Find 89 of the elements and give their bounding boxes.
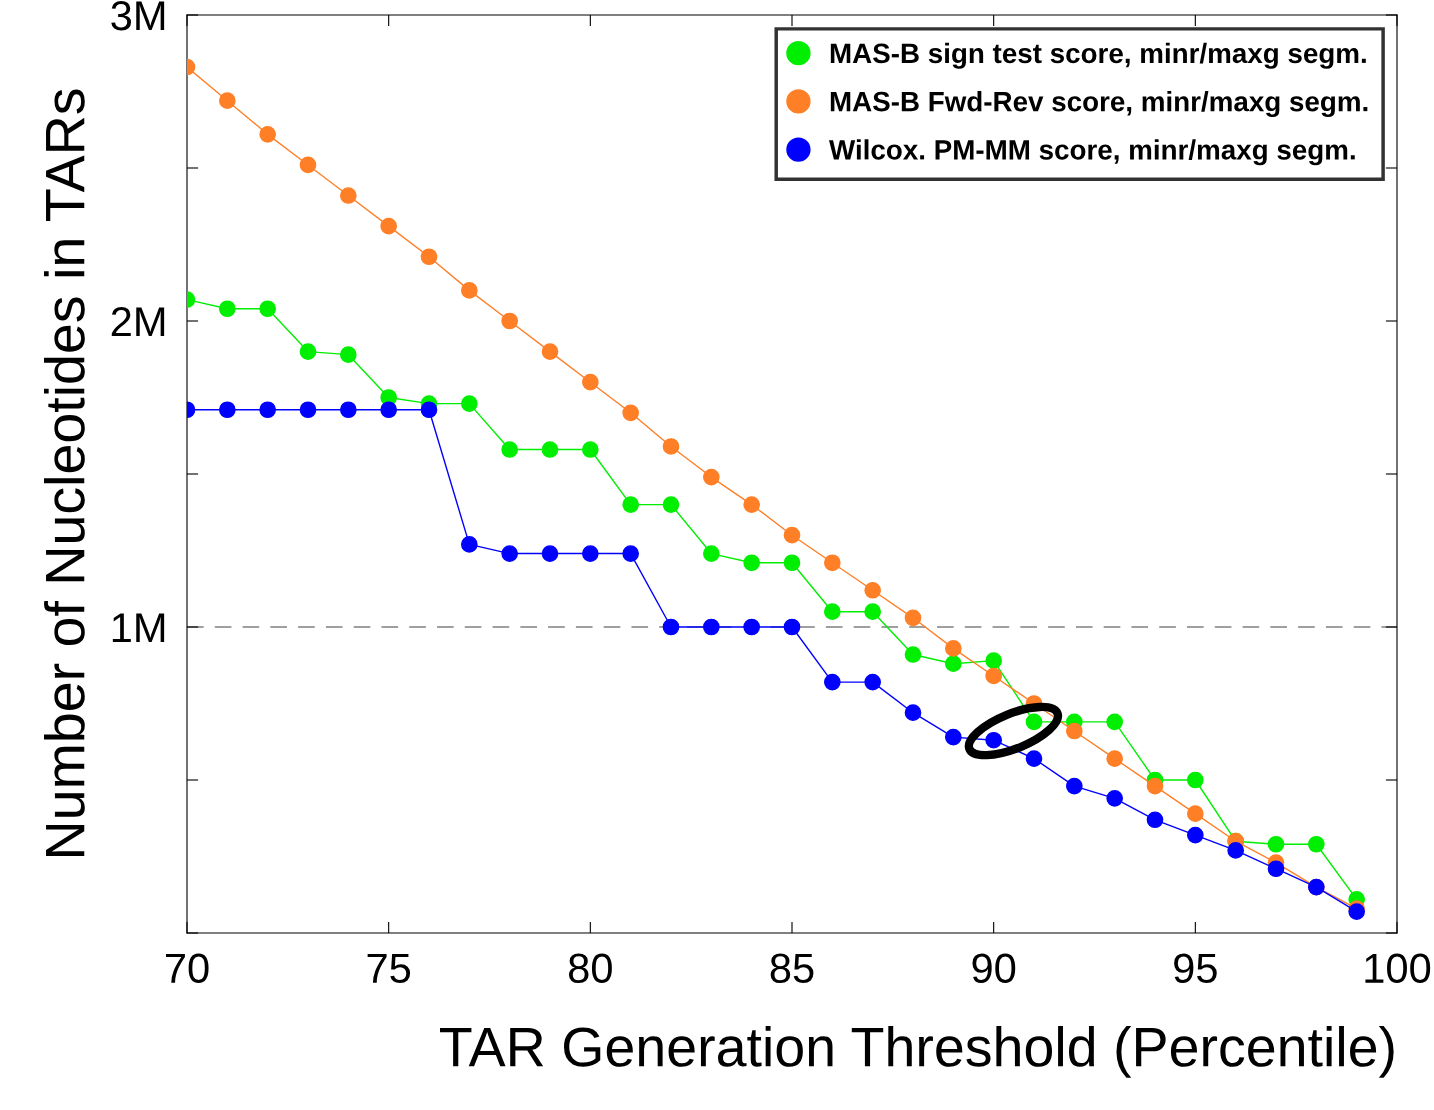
x-tick-label: 100	[1365, 953, 1431, 984]
legend-label: MAS-B sign test score, minr/maxg segm.	[830, 42, 1366, 69]
point	[1186, 805, 1204, 822]
point	[299, 401, 317, 419]
point	[501, 312, 519, 330]
point	[783, 554, 801, 572]
point	[460, 395, 478, 412]
point	[783, 618, 801, 636]
point	[783, 526, 801, 544]
point	[259, 401, 277, 419]
point	[864, 581, 882, 599]
point	[1227, 842, 1245, 859]
point	[702, 545, 720, 562]
point	[864, 673, 882, 691]
point	[420, 248, 438, 266]
point	[944, 640, 962, 657]
point	[1186, 826, 1204, 844]
point	[581, 441, 599, 458]
point	[1025, 750, 1043, 767]
point	[1065, 777, 1083, 795]
point	[985, 731, 1003, 749]
point	[420, 401, 438, 419]
point	[259, 126, 277, 143]
x-tick-label: 80	[568, 953, 612, 984]
point	[904, 609, 922, 627]
point	[662, 496, 680, 513]
point	[460, 282, 478, 299]
point	[904, 704, 922, 722]
point	[299, 156, 317, 174]
point	[904, 646, 922, 663]
point	[1106, 790, 1124, 807]
point	[1267, 860, 1285, 878]
point	[501, 545, 519, 562]
point	[501, 441, 519, 458]
point	[622, 496, 640, 513]
point	[1146, 811, 1164, 829]
point	[985, 667, 1003, 685]
point	[622, 545, 640, 562]
x-axis-title: TAR Generation Threshold (Percentile)	[440, 1026, 1394, 1078]
point	[944, 728, 962, 746]
point	[1267, 835, 1285, 853]
point	[259, 300, 277, 318]
point	[622, 404, 640, 422]
y-axis-title: Number of Nucleotides in TARs	[44, 89, 85, 856]
point	[864, 603, 882, 621]
x-tick-label: 95	[1174, 953, 1217, 984]
x-tick-label: 70	[165, 953, 209, 984]
legend-label: MAS-B Fwd-Rev score, minr/maxg segm.	[830, 91, 1368, 118]
y-tick-label: 2M	[111, 307, 165, 337]
point	[823, 554, 841, 572]
point	[662, 438, 680, 455]
point	[339, 346, 357, 363]
point	[702, 618, 720, 636]
point	[1186, 771, 1204, 789]
point	[1146, 777, 1164, 795]
point	[985, 652, 1003, 669]
point	[823, 603, 841, 621]
point	[1307, 835, 1325, 853]
point	[743, 554, 761, 572]
x-tick-label: 85	[770, 953, 814, 984]
point	[1065, 722, 1083, 740]
point	[541, 441, 559, 458]
point	[662, 618, 680, 636]
point	[299, 343, 317, 360]
point	[218, 300, 236, 318]
point	[1025, 713, 1043, 731]
point	[218, 92, 236, 110]
point	[743, 496, 761, 513]
point	[541, 545, 559, 562]
point	[944, 655, 962, 673]
point	[380, 217, 398, 235]
point	[339, 401, 357, 419]
point	[581, 545, 599, 562]
point	[541, 343, 559, 360]
point	[823, 673, 841, 691]
point	[339, 187, 357, 204]
point	[1106, 713, 1124, 731]
point	[702, 468, 720, 486]
point	[743, 618, 761, 636]
x-tick-label: 90	[972, 953, 1016, 984]
point	[1106, 750, 1124, 767]
legend-label: Wilcox. PM-MM score, minr/maxg segm.	[829, 139, 1355, 166]
y-tick-label: 3M	[111, 1, 165, 31]
point	[218, 401, 236, 419]
x-tick-label: 75	[367, 953, 411, 984]
point	[581, 373, 599, 391]
point	[460, 536, 478, 553]
y-tick-label: 1M	[112, 613, 165, 643]
point	[380, 401, 398, 419]
